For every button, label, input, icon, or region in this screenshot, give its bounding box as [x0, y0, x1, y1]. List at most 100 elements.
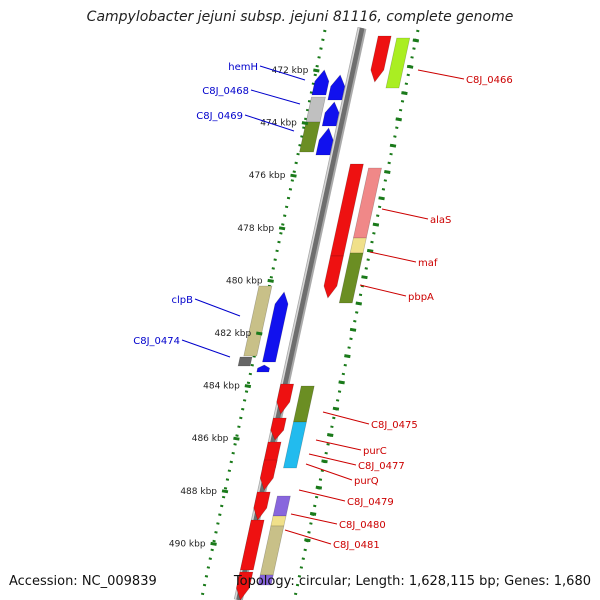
label-leader-forward	[298, 489, 346, 502]
feature-clpB	[243, 285, 273, 357]
scale-tick-mark-right	[304, 538, 311, 543]
scale-tick-label: 478 kbp	[237, 224, 274, 234]
feature-purC	[270, 417, 287, 441]
gene-label-reverse: clpB	[172, 295, 194, 306]
feature-fwd-e	[236, 571, 254, 600]
feature-fwd-a	[323, 255, 344, 299]
feature-arrows	[236, 35, 411, 600]
label-leader-forward	[308, 453, 357, 466]
scale-tick-label: 482 kbp	[215, 329, 252, 339]
feature-c8j-0469	[299, 121, 321, 153]
gene-label-forward: C8J_0466	[466, 75, 513, 86]
feature-c8j-0480	[270, 515, 287, 527]
scale-tick-label: 488 kbp	[180, 487, 217, 497]
label-leader-forward	[359, 284, 407, 297]
scale-tick-mark	[221, 489, 229, 494]
gene-label-forward: C8J_0475	[371, 420, 418, 431]
feature-small-blue	[256, 364, 270, 373]
scale-tick-mark	[210, 541, 217, 546]
gene-label-forward: C8J_0477	[358, 461, 405, 472]
scale-tick-mark-right	[326, 433, 334, 437]
scale-tick-mark	[301, 121, 309, 126]
scale-tick-mark-right	[309, 511, 317, 516]
label-leader-reverse	[194, 298, 241, 317]
gene-label-forward: alaS	[430, 215, 451, 226]
feature-c8j-0475-b	[293, 385, 315, 423]
gene-label-forward: C8J_0481	[333, 540, 380, 551]
feature-rev-a	[327, 74, 346, 101]
feature-rev-b	[321, 101, 340, 127]
scale-tick-mark-right	[412, 38, 420, 43]
label-leader-reverse	[244, 114, 295, 132]
feature-lime	[385, 37, 411, 89]
map-title: Campylobacter jejuni subsp. jejuni 81116…	[86, 9, 514, 25]
scale-tick-mark	[233, 436, 240, 441]
scale-tick-mark	[256, 331, 263, 336]
scale-tick-mark	[278, 226, 286, 231]
label-leader-forward	[284, 529, 332, 545]
label-leader-forward	[305, 463, 353, 481]
topology-summary: Topology: circular; Length: 1,628,115 bp…	[233, 574, 591, 589]
scale-tick-mark-right	[315, 485, 323, 490]
label-leader-reverse	[181, 339, 231, 358]
feature-c8j-0475	[276, 383, 295, 415]
feature-c8j-0477	[283, 421, 307, 469]
gene-label-forward: purC	[363, 446, 387, 457]
scale-tick-label: 480 kbp	[226, 276, 263, 286]
feature-rev-c	[315, 127, 334, 156]
scale-tick-mark	[267, 278, 274, 283]
scale-tick-mark-right	[372, 222, 380, 227]
feature-c8j-0474	[262, 291, 289, 363]
scale-tick-mark-right	[332, 406, 340, 411]
feature-fwd-d	[257, 574, 274, 586]
gene-label-reverse: hemH	[228, 62, 258, 73]
scale-tick-label: 472 kbp	[272, 66, 309, 76]
feature-c8j-0479	[253, 491, 271, 521]
label-leader-forward	[322, 411, 370, 425]
feature-c8j-0466	[370, 35, 392, 83]
scale-tick-mark-right	[321, 459, 328, 464]
feature-fwd-b	[259, 459, 278, 491]
scale-tick-mark-right	[361, 275, 368, 280]
gene-labels: hemH C8J_0468 C8J_0469 clpB C8J_0474 C8J_0466…	[133, 62, 513, 551]
feature-small-gray	[237, 356, 253, 367]
accession-text: Accession: NC_009839	[9, 574, 157, 589]
scale-tick-mark-right	[378, 196, 385, 201]
scale-tick-mark-right	[366, 248, 374, 253]
scale-tick-mark-right	[344, 354, 351, 359]
scale-tick-mark-right	[389, 143, 397, 148]
label-leader-forward	[417, 69, 465, 80]
scale-tick-label: 476 kbp	[249, 171, 286, 181]
scale-tick-mark	[313, 68, 320, 73]
gene-label-reverse: C8J_0468	[202, 86, 249, 97]
tick-dot-lines	[199, 29, 420, 600]
label-leader-forward	[315, 439, 362, 451]
scale-ticks: 472 kbp 474 kbp 476 kbp 478 kbp 480 kbp 482 k…	[169, 38, 420, 549]
gene-label-forward: pbpA	[408, 292, 434, 303]
gene-label-reverse: C8J_0474	[133, 336, 180, 347]
scale-tick-mark-right	[355, 301, 363, 306]
scale-tick-mark	[290, 173, 297, 178]
feature-maf	[349, 237, 367, 254]
feature-fwd-c	[239, 519, 265, 571]
label-leader-forward	[381, 208, 429, 220]
dotted-guide-left	[199, 29, 327, 600]
feature-c8j-0481	[259, 525, 285, 576]
label-leader-reverse	[250, 89, 301, 105]
scale-tick-label: 474 kbp	[260, 119, 297, 129]
gene-label-forward: maf	[418, 258, 438, 269]
scale-tick-mark-right	[395, 117, 402, 122]
scale-tick-label: 484 kbp	[203, 382, 240, 392]
scale-tick-mark-right	[401, 91, 408, 96]
feature-lavender	[272, 495, 291, 517]
gene-label-reverse: C8J_0469	[196, 111, 243, 122]
gene-label-forward: C8J_0479	[347, 497, 394, 508]
label-leader-reverse	[259, 65, 306, 81]
scale-tick-mark-right	[406, 64, 414, 69]
scale-tick-label: 486 kbp	[192, 434, 229, 444]
feature-hemH	[311, 69, 330, 96]
scale-tick-mark-right	[384, 170, 391, 174]
gene-label-forward: purQ	[354, 476, 379, 487]
label-leader-forward	[369, 251, 417, 263]
